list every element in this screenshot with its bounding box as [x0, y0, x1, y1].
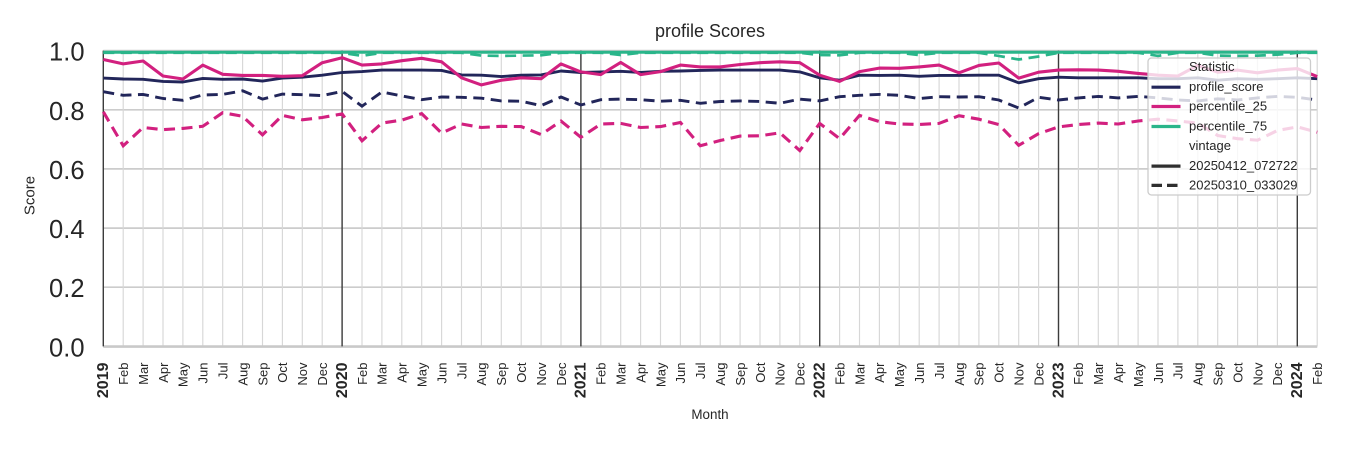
- svg-text:0.2: 0.2: [49, 275, 84, 303]
- svg-text:2022: 2022: [812, 362, 829, 398]
- svg-text:Nov: Nov: [295, 362, 310, 386]
- svg-text:Aug: Aug: [952, 363, 967, 386]
- svg-text:Mar: Mar: [1091, 362, 1106, 385]
- svg-text:Oct: Oct: [992, 362, 1007, 383]
- svg-text:Sep: Sep: [972, 363, 987, 386]
- svg-text:Oct: Oct: [275, 362, 290, 383]
- svg-text:Jul: Jul: [1171, 362, 1186, 379]
- svg-text:Score: Score: [22, 176, 39, 215]
- svg-text:profile Scores: profile Scores: [655, 21, 765, 41]
- svg-text:0.6: 0.6: [49, 157, 84, 185]
- svg-text:Jun: Jun: [912, 363, 927, 384]
- svg-text:2024: 2024: [1289, 362, 1306, 398]
- svg-text:Sep: Sep: [255, 363, 270, 386]
- svg-text:Nov: Nov: [534, 362, 549, 386]
- svg-text:percentile_75: percentile_75: [1189, 119, 1267, 134]
- svg-text:May: May: [653, 362, 668, 387]
- svg-text:Apr: Apr: [156, 362, 171, 383]
- svg-text:Feb: Feb: [594, 363, 609, 385]
- svg-text:Oct: Oct: [514, 362, 529, 383]
- svg-text:Nov: Nov: [1012, 362, 1027, 386]
- svg-text:Dec: Dec: [554, 362, 569, 386]
- svg-text:Dec: Dec: [315, 362, 330, 386]
- svg-text:Statistic: Statistic: [1189, 59, 1235, 74]
- svg-text:Apr: Apr: [633, 362, 648, 383]
- svg-text:Aug: Aug: [474, 363, 489, 386]
- svg-text:Feb: Feb: [1071, 363, 1086, 385]
- svg-text:May: May: [1131, 362, 1146, 387]
- svg-text:Feb: Feb: [355, 363, 370, 385]
- svg-text:Apr: Apr: [395, 362, 410, 383]
- svg-text:Sep: Sep: [1211, 363, 1226, 386]
- svg-text:Mar: Mar: [136, 362, 151, 385]
- svg-text:0.8: 0.8: [49, 98, 84, 126]
- svg-text:Aug: Aug: [713, 363, 728, 386]
- svg-text:0.4: 0.4: [49, 216, 84, 244]
- svg-text:May: May: [176, 362, 191, 387]
- svg-text:Jun: Jun: [434, 363, 449, 384]
- svg-text:Nov: Nov: [1250, 362, 1265, 386]
- svg-text:vintage: vintage: [1189, 138, 1231, 153]
- svg-text:Jul: Jul: [454, 362, 469, 379]
- svg-text:Oct: Oct: [753, 362, 768, 383]
- svg-text:May: May: [892, 362, 907, 387]
- svg-text:Dec: Dec: [1270, 362, 1285, 386]
- svg-text:1.0: 1.0: [49, 39, 84, 67]
- svg-text:Month: Month: [691, 407, 728, 422]
- svg-text:Mar: Mar: [852, 362, 867, 385]
- svg-text:Aug: Aug: [235, 363, 250, 386]
- svg-text:Mar: Mar: [614, 362, 629, 385]
- svg-text:2019: 2019: [95, 362, 112, 398]
- svg-text:Feb: Feb: [832, 363, 847, 385]
- svg-text:Dec: Dec: [793, 362, 808, 386]
- svg-text:profile_score: profile_score: [1189, 79, 1263, 94]
- svg-text:Nov: Nov: [773, 362, 788, 386]
- svg-text:Jun: Jun: [196, 363, 211, 384]
- svg-text:Feb: Feb: [116, 363, 131, 385]
- svg-text:2023: 2023: [1050, 362, 1067, 398]
- svg-text:Oct: Oct: [1230, 362, 1245, 383]
- svg-text:Jul: Jul: [693, 362, 708, 379]
- svg-text:Sep: Sep: [733, 363, 748, 386]
- svg-text:Jun: Jun: [673, 363, 688, 384]
- svg-text:20250310_033029: 20250310_033029: [1189, 177, 1297, 192]
- svg-text:Jul: Jul: [932, 362, 947, 379]
- svg-text:Apr: Apr: [1111, 362, 1126, 383]
- svg-text:Sep: Sep: [494, 363, 509, 386]
- svg-text:0.0: 0.0: [49, 334, 84, 362]
- svg-text:2020: 2020: [334, 362, 351, 398]
- svg-text:Jun: Jun: [1151, 363, 1166, 384]
- svg-text:Feb: Feb: [1310, 363, 1325, 385]
- svg-text:Dec: Dec: [1031, 362, 1046, 386]
- svg-text:2021: 2021: [573, 362, 590, 398]
- svg-text:May: May: [415, 362, 430, 387]
- svg-text:Mar: Mar: [375, 362, 390, 385]
- svg-text:percentile_25: percentile_25: [1189, 99, 1267, 114]
- svg-text:Jul: Jul: [216, 362, 231, 379]
- svg-text:Aug: Aug: [1191, 363, 1206, 386]
- svg-text:Apr: Apr: [872, 362, 887, 383]
- svg-text:20250412_072722: 20250412_072722: [1189, 158, 1297, 173]
